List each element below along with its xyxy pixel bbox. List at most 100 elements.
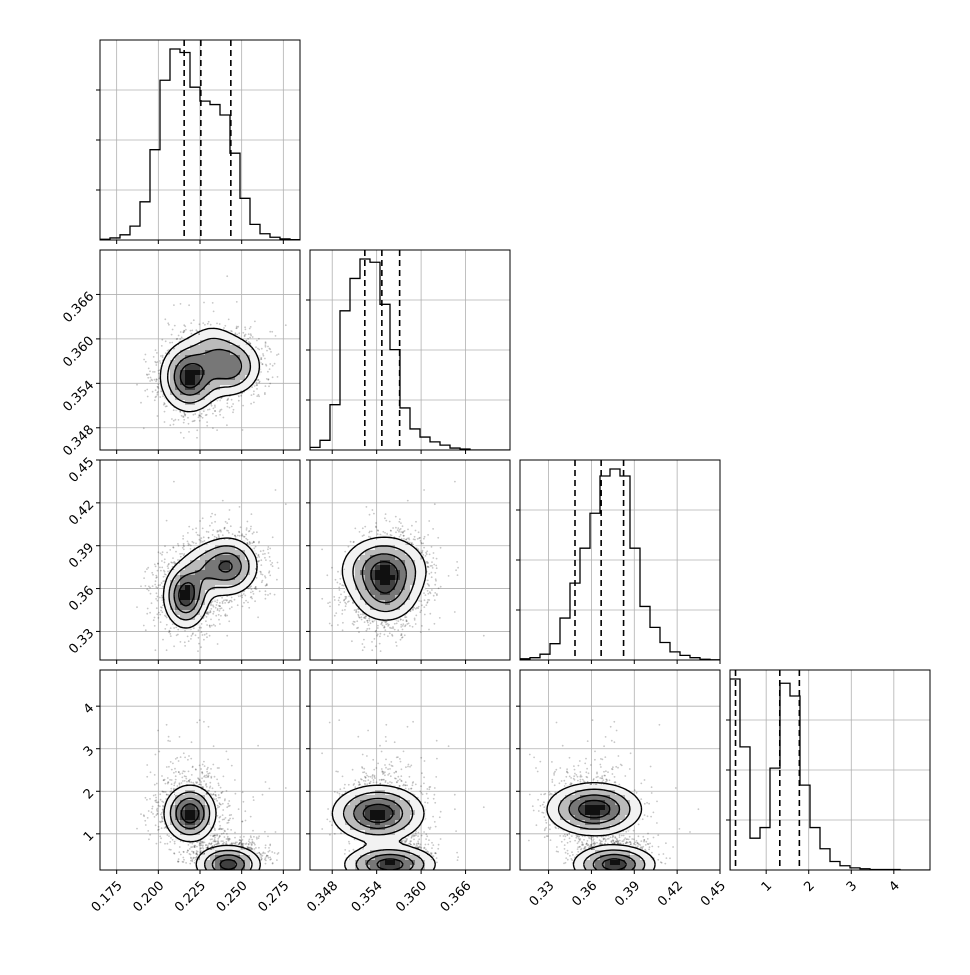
scatter-point: [231, 399, 233, 401]
scatter-point: [151, 379, 153, 381]
scatter-point: [194, 413, 196, 415]
scatter-point: [177, 629, 179, 631]
scatter-point: [260, 571, 262, 573]
scatter-point: [175, 551, 177, 553]
scatter-point: [210, 324, 212, 326]
scatter-point: [251, 394, 253, 396]
scatter-point: [146, 568, 148, 570]
scatter-point: [187, 532, 189, 534]
density-cell: [210, 360, 216, 366]
panel-0-0: [96, 40, 300, 244]
scatter-point: [261, 348, 263, 350]
density-cell: [170, 350, 176, 356]
density-cell: [215, 365, 221, 371]
scatter-point: [238, 396, 240, 398]
scatter-point: [144, 571, 146, 573]
scatter-point: [264, 553, 266, 555]
scatter-point: [180, 641, 182, 643]
scatter-point: [253, 541, 255, 543]
scatter-point: [173, 627, 175, 629]
scatter-point: [228, 532, 230, 534]
scatter-point: [182, 535, 184, 537]
scatter-point: [213, 611, 215, 613]
scatter-point: [269, 575, 271, 577]
scatter-point: [236, 301, 238, 303]
scatter-point: [184, 414, 186, 416]
scatter-point: [160, 621, 162, 623]
scatter-point: [213, 311, 215, 313]
scatter-point: [214, 600, 216, 602]
scatter-point: [246, 340, 248, 342]
scatter-point: [206, 425, 208, 427]
scatter-point: [169, 549, 171, 551]
scatter-point: [211, 405, 213, 407]
scatter-point: [237, 604, 239, 606]
density-cell: [225, 335, 231, 341]
scatter-point: [251, 598, 253, 600]
scatter-point: [244, 536, 246, 538]
scatter-point: [198, 643, 200, 645]
scatter-point: [250, 585, 252, 587]
scatter-point: [166, 617, 168, 619]
scatter-point: [158, 370, 160, 372]
density-cell: [240, 355, 246, 361]
scatter-point: [155, 575, 157, 577]
panel-1-1: [306, 250, 510, 454]
scatter-point: [164, 318, 166, 320]
scatter-point: [145, 629, 147, 631]
density-cell: [250, 375, 256, 381]
density-cell: [200, 355, 206, 361]
scatter-point: [162, 355, 164, 357]
scatter-point: [278, 567, 280, 569]
scatter-point: [242, 405, 244, 407]
scatter-point: [174, 325, 176, 327]
panel-2-0: 0.330.360.390.420.45: [66, 455, 300, 664]
scatter-point: [257, 379, 259, 381]
scatter-point: [171, 334, 173, 336]
scatter-point: [269, 593, 271, 595]
scatter-point: [239, 506, 241, 508]
scatter-point: [191, 333, 193, 335]
density-cell: [200, 360, 206, 366]
scatter-point: [146, 389, 148, 391]
scatter-point: [183, 416, 185, 418]
scatter-point: [164, 421, 166, 423]
density-cell: [205, 375, 211, 381]
scatter-point: [163, 402, 165, 404]
scatter-point: [149, 370, 151, 372]
scatter-point: [187, 544, 189, 546]
scatter-point: [223, 327, 225, 329]
scatter-point: [167, 322, 169, 324]
scatter-point: [269, 548, 271, 550]
scatter-point: [268, 378, 270, 380]
scatter-point: [157, 596, 159, 598]
scatter-point: [214, 405, 216, 407]
scatter-point: [153, 356, 155, 358]
scatter-point: [191, 330, 193, 332]
scatter-point: [253, 393, 255, 395]
scatter-point: [172, 623, 174, 625]
scatter-point: [265, 346, 267, 348]
density-cell: [190, 380, 196, 386]
density-cell: [175, 400, 181, 406]
scatter-point: [232, 411, 234, 413]
scatter-point: [276, 579, 278, 581]
density-cell: [230, 380, 236, 386]
scatter-point: [157, 600, 159, 602]
scatter-point: [161, 554, 163, 556]
scatter-point: [200, 541, 202, 543]
scatter-point: [149, 612, 151, 614]
scatter-point: [262, 363, 264, 365]
scatter-point: [251, 589, 253, 591]
scatter-point: [229, 509, 231, 511]
density-cell: [225, 370, 231, 376]
scatter-point: [166, 649, 168, 651]
scatter-point: [268, 572, 270, 574]
scatter-point: [203, 536, 205, 538]
density-cell: [230, 365, 236, 371]
scatter-point: [171, 562, 173, 564]
density-cell: [185, 405, 191, 411]
scatter-point: [269, 556, 271, 558]
scatter-point: [212, 604, 214, 606]
scatter-point: [169, 342, 171, 344]
